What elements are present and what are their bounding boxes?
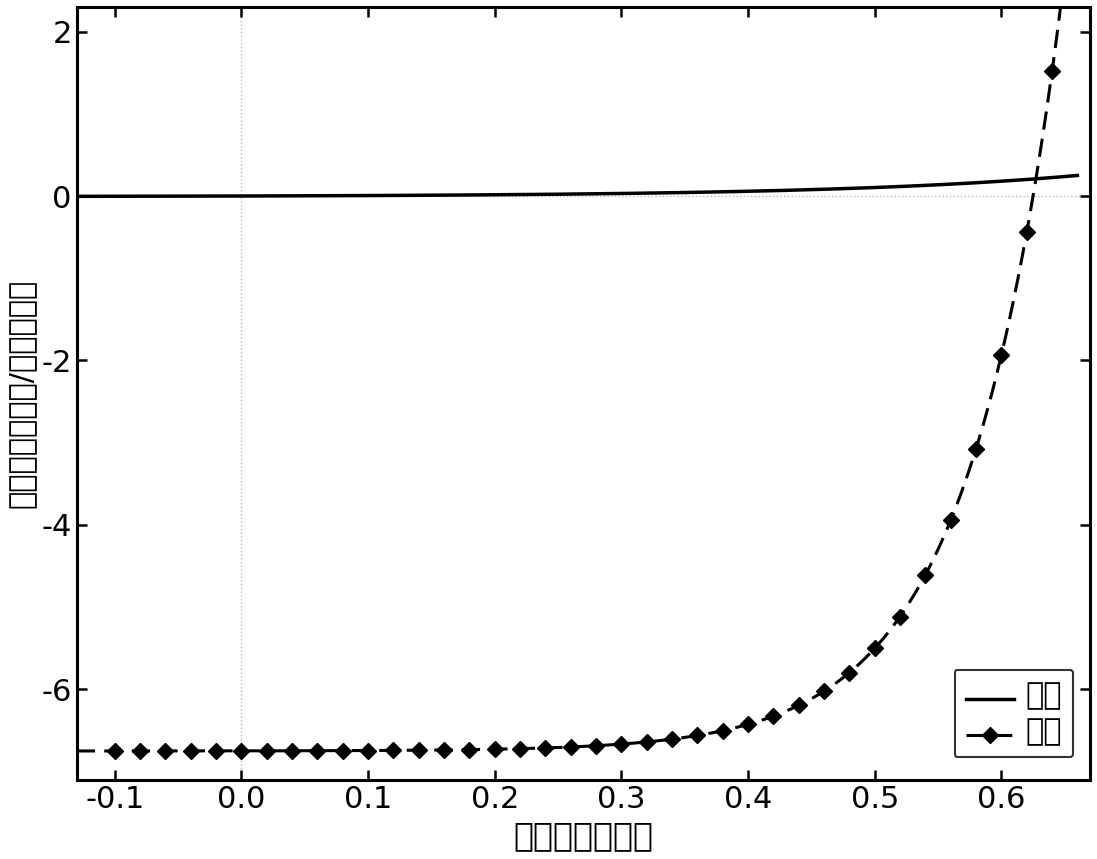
X-axis label: 开路电压（伏）: 开路电压（伏） xyxy=(513,819,654,852)
Y-axis label: 短路电流（毫安/平方厘米）: 短路电流（毫安/平方厘米） xyxy=(7,278,36,508)
Legend: 暗态, 光照: 暗态, 光照 xyxy=(954,670,1073,758)
